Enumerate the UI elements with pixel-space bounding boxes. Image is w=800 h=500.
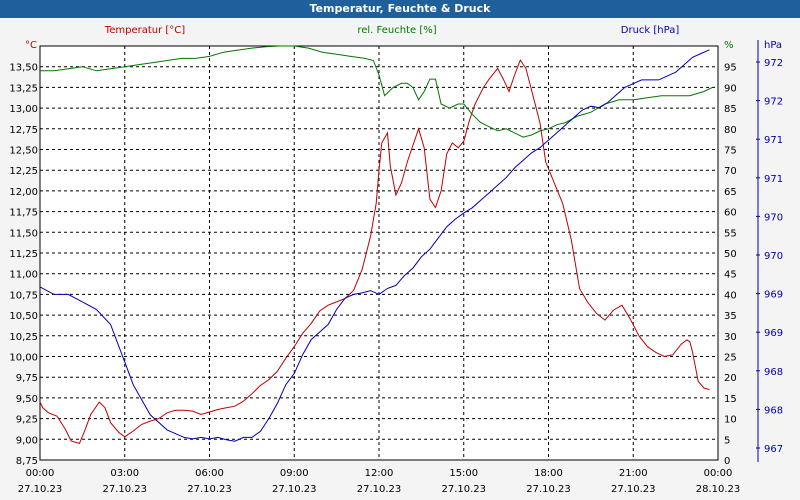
temperature-tick-label: 13,00 bbox=[9, 104, 38, 115]
grid-lines bbox=[40, 46, 718, 460]
humidity-tick-label: 85 bbox=[724, 104, 737, 115]
x-tick-time-label: 09:00 bbox=[280, 468, 309, 479]
pressure-tick-label: 969 bbox=[764, 290, 783, 301]
x-tick-date-label: 28.10.23 bbox=[696, 484, 741, 495]
temperature-tick-label: 10,25 bbox=[9, 332, 38, 343]
temperature-tick-label: 13,50 bbox=[9, 63, 38, 74]
temperature-tick-label: 12,75 bbox=[9, 125, 38, 136]
humidity-tick-label: 35 bbox=[724, 311, 737, 322]
humidity-unit-label: % bbox=[724, 40, 734, 51]
x-tick-time-label: 03:00 bbox=[110, 468, 139, 479]
humidity-tick-label: 20 bbox=[724, 373, 737, 384]
temperature-tick-label: 11,25 bbox=[9, 249, 38, 260]
pressure-tick-label: 971 bbox=[764, 135, 783, 146]
axis-labels: 13,50 13,25 13,00 12,75 12,50 12,25 12,00 11,75… bbox=[9, 25, 783, 495]
pressure-line bbox=[39, 49, 710, 442]
humidity-tick-label: 65 bbox=[724, 187, 737, 198]
temperature-tick-label: 9,00 bbox=[16, 435, 38, 446]
x-tick-date-label: 27.10.23 bbox=[102, 484, 147, 495]
humidity-tick-label: 75 bbox=[724, 146, 737, 157]
pressure-tick-label: 970 bbox=[764, 212, 783, 223]
x-tick-time-label: 00:00 bbox=[704, 468, 733, 479]
humidity-tick-label: 5 bbox=[724, 435, 730, 446]
pressure-tick-label: 971 bbox=[764, 174, 783, 185]
temperature-tick-label: 10,75 bbox=[9, 290, 38, 301]
temperature-tick-label: 8,75 bbox=[16, 456, 38, 467]
x-tick-time-label: 00:00 bbox=[26, 468, 55, 479]
x-tick-date-label: 27.10.23 bbox=[357, 484, 402, 495]
humidity-tick-label: 55 bbox=[724, 228, 737, 239]
temperature-tick-label: 13,25 bbox=[9, 83, 38, 94]
temperature-tick-label: 11,00 bbox=[9, 270, 38, 281]
pressure-unit-label: hPa bbox=[764, 40, 782, 51]
temperature-unit-label: °C bbox=[25, 40, 37, 51]
humidity-axis-title: rel. Feuchte [%] bbox=[357, 25, 436, 36]
x-tick-time-label: 15:00 bbox=[449, 468, 478, 479]
chart-title: Temperatur, Feuchte & Druck bbox=[309, 2, 491, 15]
temperature-tick-label: 12,25 bbox=[9, 166, 38, 177]
humidity-tick-label: 0 bbox=[724, 456, 730, 467]
x-tick-date-label: 27.10.23 bbox=[187, 484, 232, 495]
x-tick-date-label: 27.10.23 bbox=[441, 484, 486, 495]
temperature-line bbox=[39, 59, 710, 445]
humidity-tick-label: 80 bbox=[724, 125, 737, 136]
humidity-tick-label: 45 bbox=[724, 270, 737, 281]
x-tick-date-label: 27.10.23 bbox=[526, 484, 571, 495]
humidity-line bbox=[40, 45, 713, 138]
pressure-tick-label: 969 bbox=[764, 328, 783, 339]
humidity-tick-label: 40 bbox=[724, 290, 737, 301]
temperature-tick-label: 9,75 bbox=[16, 373, 38, 384]
temperature-tick-label: 10,00 bbox=[9, 353, 38, 364]
humidity-tick-label: 25 bbox=[724, 353, 737, 364]
series-lines bbox=[39, 45, 713, 445]
humidity-tick-label: 10 bbox=[724, 415, 737, 426]
humidity-tick-label: 30 bbox=[724, 332, 737, 343]
x-tick-date-label: 27.10.23 bbox=[611, 484, 656, 495]
temperature-tick-label: 11,50 bbox=[9, 228, 38, 239]
pressure-tick-label: 967 bbox=[764, 444, 783, 455]
x-tick-time-label: 18:00 bbox=[534, 468, 563, 479]
temperature-tick-label: 12,00 bbox=[9, 187, 38, 198]
x-tick-time-label: 12:00 bbox=[365, 468, 394, 479]
temperature-tick-label: 11,75 bbox=[9, 208, 38, 219]
pressure-axis-title: Druck [hPa] bbox=[621, 25, 680, 36]
humidity-tick-label: 70 bbox=[724, 166, 737, 177]
x-tick-date-label: 27.10.23 bbox=[18, 484, 63, 495]
temperature-tick-label: 10,50 bbox=[9, 311, 38, 322]
pressure-tick-label: 972 bbox=[764, 97, 783, 108]
temperature-tick-label: 12,50 bbox=[9, 146, 38, 157]
temperature-tick-label: 9,25 bbox=[16, 415, 38, 426]
pressure-tick-label: 972 bbox=[764, 58, 783, 69]
temperature-axis-title: Temperatur [°C] bbox=[104, 25, 185, 36]
chart-title-bar: Temperatur, Feuchte & Druck bbox=[0, 0, 800, 18]
pressure-tick-label: 968 bbox=[764, 405, 783, 416]
x-tick-time-label: 06:00 bbox=[195, 468, 224, 479]
humidity-tick-label: 50 bbox=[724, 249, 737, 260]
pressure-tick-label: 970 bbox=[764, 251, 783, 262]
humidity-tick-label: 15 bbox=[724, 394, 737, 405]
humidity-tick-label: 90 bbox=[724, 83, 737, 94]
temperature-tick-label: 9,50 bbox=[16, 394, 38, 405]
humidity-tick-label: 95 bbox=[724, 63, 737, 74]
pressure-tick-label: 968 bbox=[764, 367, 783, 378]
x-tick-time-label: 21:00 bbox=[619, 468, 648, 479]
humidity-tick-label: 60 bbox=[724, 208, 737, 219]
x-tick-date-label: 27.10.23 bbox=[272, 484, 317, 495]
